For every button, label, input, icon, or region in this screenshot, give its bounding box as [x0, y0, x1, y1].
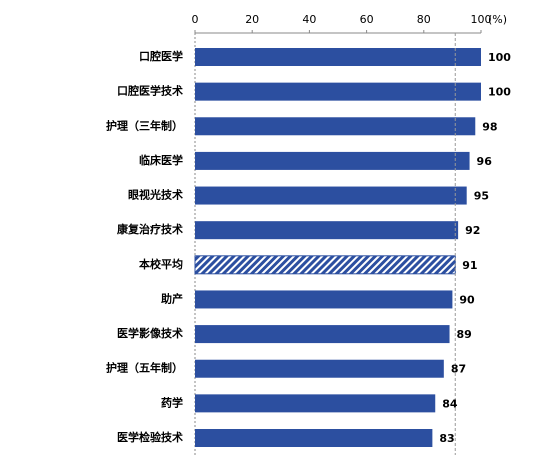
- y-tick-label: 药学: [161, 395, 183, 409]
- bar: [195, 359, 444, 378]
- x-tick-label: 60: [360, 13, 374, 26]
- y-tick-label: 本校平均: [139, 257, 183, 271]
- bar: [195, 290, 453, 309]
- value-label: 89: [457, 328, 472, 341]
- value-label: 91: [462, 259, 477, 272]
- x-tick-label: 100: [471, 13, 492, 26]
- x-tick-label: 80: [417, 13, 431, 26]
- value-label: 90: [459, 293, 475, 306]
- value-label: 84: [442, 397, 458, 410]
- bar: [195, 186, 467, 205]
- value-label: 87: [451, 363, 466, 376]
- y-tick-label: 口腔医学: [139, 49, 183, 63]
- bar: [194, 255, 456, 275]
- y-tick-label: 康复治疗技术: [117, 222, 183, 236]
- x-axis-label: (%): [488, 13, 507, 26]
- bar: [195, 117, 476, 136]
- value-label: 98: [482, 120, 497, 133]
- bar: [195, 48, 481, 66]
- value-label: 100: [488, 51, 511, 64]
- bar: [195, 151, 470, 170]
- bar: [195, 429, 433, 447]
- value-label: 95: [474, 190, 489, 203]
- y-tick-label: 护理（三年制）: [106, 118, 183, 132]
- y-tick-label: 口腔医学技术: [117, 84, 183, 98]
- bar: [195, 394, 436, 413]
- value-label: 96: [477, 155, 493, 168]
- bar: [195, 325, 450, 344]
- x-tick-label: 20: [245, 13, 259, 26]
- x-tick-label: 0: [192, 13, 199, 26]
- y-tick-label: 护理（五年制）: [106, 361, 183, 375]
- x-tick-label: 40: [302, 13, 316, 26]
- y-tick-label: 眼视光技术: [128, 188, 183, 202]
- y-tick-label: 临床医学: [139, 153, 183, 167]
- bar: [195, 82, 481, 101]
- value-label: 92: [465, 224, 480, 237]
- value-label: 83: [439, 432, 454, 445]
- y-tick-label: 助产: [161, 291, 183, 305]
- value-label: 100: [488, 86, 511, 99]
- y-tick-label: 医学检验技术: [117, 430, 183, 444]
- bar: [195, 221, 459, 240]
- y-tick-label: 医学影像技术: [117, 326, 183, 340]
